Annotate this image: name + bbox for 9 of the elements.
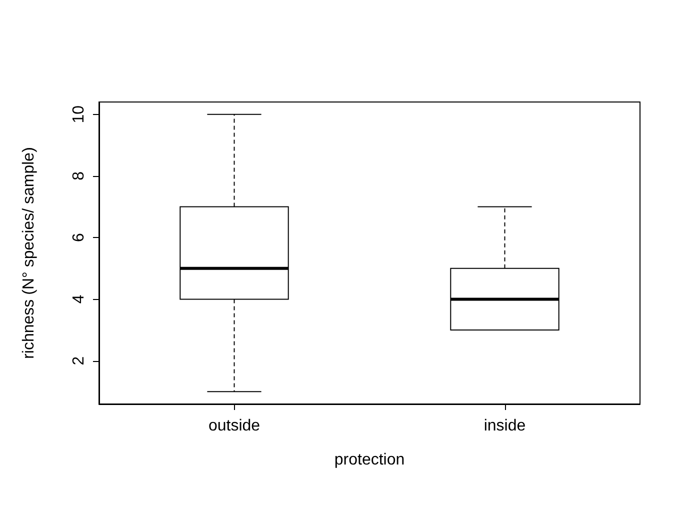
x-tick-label: inside bbox=[484, 418, 526, 434]
y-tick-label: 6 bbox=[70, 233, 88, 242]
y-tick-label: 2 bbox=[70, 356, 88, 366]
x-axis-title: protection bbox=[334, 452, 405, 468]
y-tick-label: 10 bbox=[70, 105, 88, 124]
y-axis-title: richness (N° species/ sample) bbox=[20, 147, 38, 359]
y-tick-label: 4 bbox=[70, 294, 88, 304]
x-tick-label: outside bbox=[208, 418, 260, 434]
y-tick-label: 8 bbox=[70, 171, 88, 180]
